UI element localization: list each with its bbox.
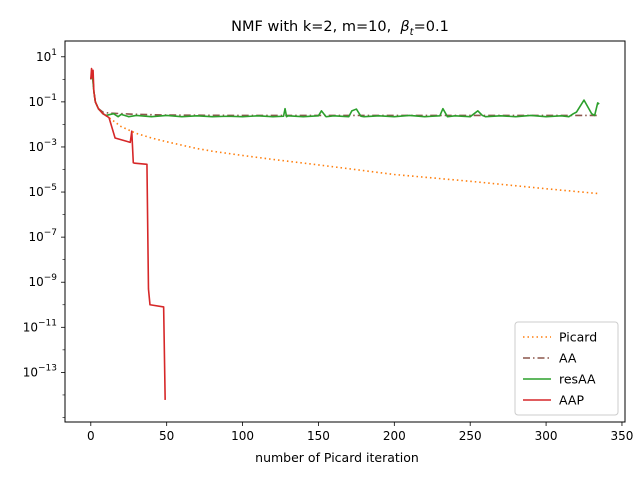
title-main: NMF with k=2, m=10, xyxy=(231,19,400,35)
y-tick-label: 10−1 xyxy=(28,93,57,109)
series-line-resaa xyxy=(90,71,600,118)
x-axis-label: number of Picard iteration xyxy=(255,450,419,465)
y-tick-label: 101 xyxy=(36,48,57,64)
legend-label-picard: Picard xyxy=(559,330,597,345)
legend-label-aa: AA xyxy=(559,351,577,366)
legend: Picard AA resAA AAP xyxy=(514,321,619,416)
y-tick-label: 10−13 xyxy=(23,363,57,379)
chart-title: NMF with k=2, m=10, βt=0.1 xyxy=(231,19,449,38)
y-tick-label: 10−3 xyxy=(28,138,57,154)
y-tick-label: 10−7 xyxy=(28,228,57,244)
legend-box xyxy=(514,321,619,416)
x-tick-label: 300 xyxy=(535,429,558,443)
series-line-aap xyxy=(90,67,166,400)
y-tick-label: 10−11 xyxy=(23,318,57,334)
series-layer xyxy=(90,67,600,400)
title-beta: β xyxy=(399,19,409,35)
x-tick-label: 50 xyxy=(159,429,174,443)
x-tick-label: 150 xyxy=(307,429,330,443)
legend-label-aap: AAP xyxy=(559,393,584,408)
x-tick-label: 350 xyxy=(611,429,634,443)
x-tick-label: 100 xyxy=(231,429,254,443)
y-tick-label: 10−9 xyxy=(28,273,57,289)
x-tick-label: 200 xyxy=(383,429,406,443)
x-tick-label: 0 xyxy=(87,429,95,443)
y-tick-label: 10−5 xyxy=(28,183,57,199)
x-tick-label: 250 xyxy=(459,429,482,443)
title-beta-subscript: t xyxy=(410,27,415,38)
axes-frame xyxy=(64,40,626,423)
title-tail: =0.1 xyxy=(414,19,449,35)
x-axis-ticks: 0 50 100 150 200 250 300 350 xyxy=(87,422,633,443)
legend-label-resaa: resAA xyxy=(559,372,596,387)
y-axis-ticks: 101 10−1 10−3 10−5 10−7 10−9 10−11 10−13 xyxy=(23,48,65,418)
